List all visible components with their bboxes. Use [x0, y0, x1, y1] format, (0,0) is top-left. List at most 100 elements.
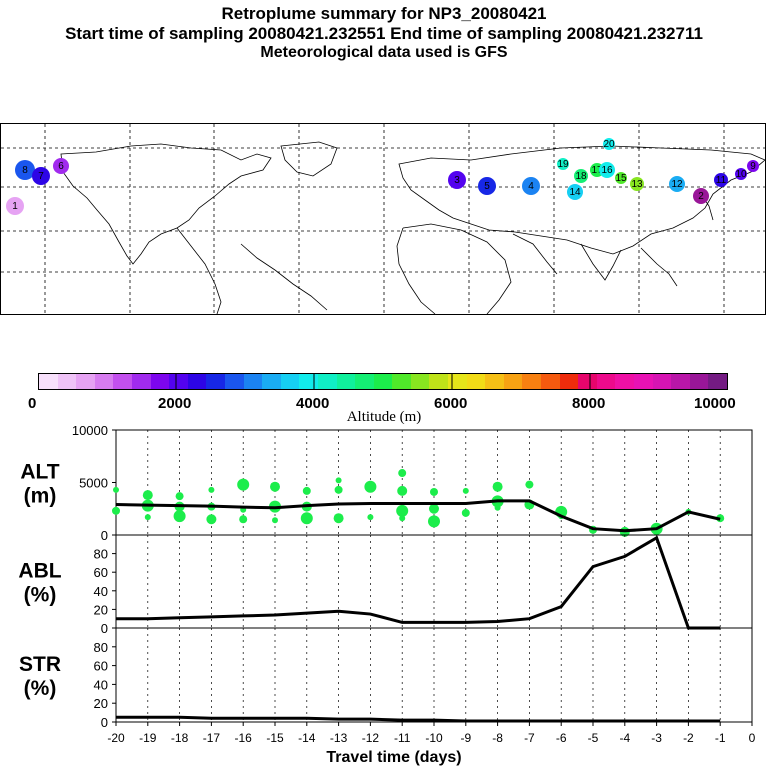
alt-scatter-point — [398, 469, 407, 478]
y-tick-label: 60 — [94, 659, 108, 674]
y-tick-label: 0 — [101, 528, 108, 543]
colorbar-swatch — [94, 374, 114, 389]
colorbar-swatch — [150, 374, 170, 389]
plume-label-7: 7 — [38, 171, 44, 182]
alt-scatter-point — [334, 485, 343, 494]
colorbar-swatch — [206, 374, 225, 389]
x-tick-label: -18 — [171, 731, 189, 745]
panel-ylabel-str: STR — [19, 653, 61, 676]
x-tick-label: -13 — [330, 731, 348, 745]
alt-scatter-point — [397, 485, 408, 496]
plume-label-16: 16 — [601, 165, 613, 176]
colorbar-swatch — [578, 374, 597, 389]
x-tick-label: -7 — [524, 731, 535, 745]
plume-label-17: 17 — [591, 165, 603, 176]
alt-scatter-point — [206, 514, 217, 525]
colorbar-swatch — [131, 374, 151, 389]
colorbar-label-4000: 4000 — [296, 395, 330, 412]
x-tick-label: -20 — [107, 731, 125, 745]
y-tick-label: 80 — [94, 547, 108, 562]
colorbar-label-8000: 8000 — [572, 395, 606, 412]
alt-scatter-point — [113, 486, 119, 493]
colorbar-swatch — [355, 374, 374, 389]
plume-label-8: 8 — [22, 165, 28, 176]
panel-yunit-alt: (m) — [24, 485, 57, 508]
plume-blob-18 — [574, 169, 588, 183]
colorbar-swatch — [336, 374, 356, 389]
alt-scatter-point — [492, 481, 503, 492]
plume-label-10: 10 — [735, 169, 747, 180]
colorbar-swatch — [708, 374, 727, 389]
plume-blob-8 — [15, 160, 35, 180]
plume-blob-6 — [53, 158, 69, 174]
panel-ylabel-abl: ABL — [18, 560, 61, 583]
colorbar-swatch — [466, 374, 486, 389]
alt-scatter-point — [302, 486, 311, 495]
colorbar-swatch — [410, 374, 430, 389]
colorbar-swatch — [634, 374, 653, 389]
plume-blob-16 — [599, 162, 615, 178]
x-tick-label: -2 — [683, 731, 694, 745]
alt-scatter-point — [429, 503, 439, 514]
y-tick-label: 10000 — [72, 425, 108, 438]
colorbar-swatch — [280, 374, 300, 389]
plume-label-19: 19 — [557, 159, 569, 170]
x-tick-label: -9 — [460, 731, 471, 745]
colorbar-title: Altitude (m) — [346, 409, 422, 425]
graticule — [1, 124, 767, 316]
alt-scatter-point — [112, 506, 120, 515]
alt-scatter-point — [208, 486, 215, 493]
colorbar-label-10000: 10000 — [694, 395, 736, 412]
plume-label-1: 1 — [12, 201, 18, 212]
alt-scatter-point — [237, 478, 250, 491]
colorbar-swatch — [485, 374, 504, 389]
colorbar-ticks — [175, 373, 591, 390]
colorbar-swatch — [187, 374, 207, 389]
plume-label-13: 13 — [631, 179, 643, 190]
y-tick-label: 0 — [101, 621, 108, 636]
panel-ylabel-alt: ALT — [20, 461, 59, 484]
alt-scatter-point — [272, 517, 278, 524]
colorbar-label-0: 0 — [28, 395, 37, 412]
plume-blob-4 — [522, 177, 540, 195]
alt-scatter-point — [525, 480, 534, 489]
colorbar-swatch — [169, 374, 188, 389]
time-series-panels: 0500010000ALT(m)020406080ABL(%)020406080… — [18, 425, 755, 766]
plume-blob-14 — [567, 184, 583, 200]
met-data-note: Meteorological data used is GFS — [260, 44, 508, 61]
world-map: 20 19 18 17 16 15 14 13 12 11 10 9 8 7 6 5 4 3 2 1 — [0, 123, 767, 316]
colorbar-swatch — [317, 374, 337, 389]
plume-label-20: 20 — [603, 139, 615, 150]
colorbar-swatch — [243, 374, 263, 389]
colorbar-swatch — [392, 374, 411, 389]
plume-blob-1 — [6, 197, 24, 215]
colorbar-swatch — [224, 374, 244, 389]
x-tick-label: -12 — [362, 731, 380, 745]
colorbar-swatch — [113, 374, 132, 389]
x-tick-label: -6 — [556, 731, 567, 745]
series-line-abl — [116, 535, 721, 630]
y-tick-label: 5000 — [79, 476, 108, 491]
alt-scatter-point — [396, 504, 409, 517]
plume-label-9: 9 — [750, 161, 756, 172]
plume-label-12: 12 — [671, 179, 683, 190]
y-tick-label: 40 — [94, 584, 108, 599]
plume-label-5: 5 — [484, 181, 490, 192]
alt-scatter-point — [428, 515, 440, 528]
plume-label-15: 15 — [615, 173, 627, 184]
plume-blob-11 — [714, 173, 728, 187]
x-tick-label: -10 — [425, 731, 443, 745]
alt-scatter-point — [300, 512, 313, 525]
alt-scatter-point — [399, 515, 406, 522]
plume-label-3: 3 — [454, 175, 460, 186]
colorbar-swatch — [429, 374, 449, 389]
plume-blob-12 — [669, 176, 685, 192]
x-tick-label: -5 — [588, 731, 599, 745]
plume-blob-3 — [448, 171, 466, 189]
colorbar-swatch — [596, 374, 616, 389]
plume-blob-13 — [630, 177, 644, 191]
alt-scatter-point — [430, 487, 438, 496]
x-tick-label: -11 — [394, 731, 411, 745]
x-axis-label: Travel time (days) — [326, 749, 461, 766]
